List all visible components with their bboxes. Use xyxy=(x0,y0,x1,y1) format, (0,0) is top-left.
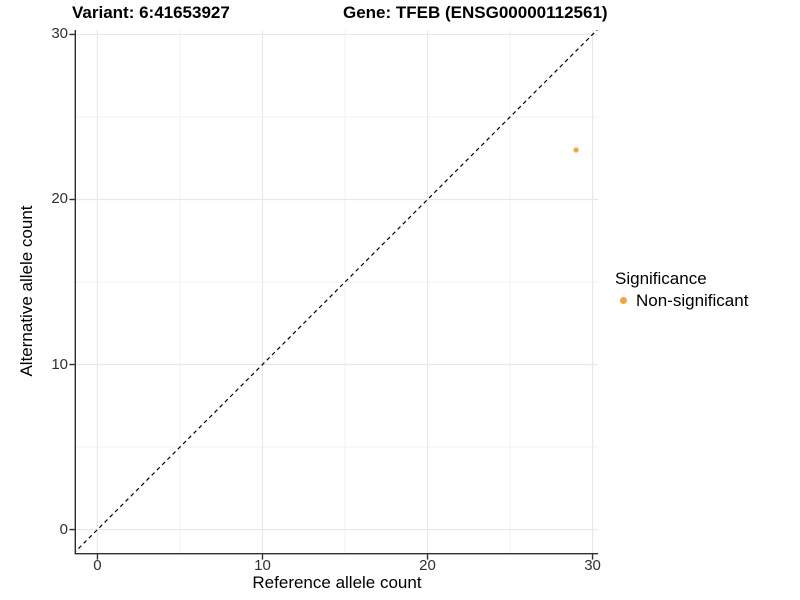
legend-key-dot-icon xyxy=(620,297,627,304)
identity-dashed-line xyxy=(76,30,598,552)
data-point xyxy=(573,147,579,153)
identity-line-group xyxy=(76,30,598,552)
y-tick-label: 10 xyxy=(51,355,68,373)
x-axis-title: Reference allele count xyxy=(252,573,422,592)
x-tick-label: 30 xyxy=(584,557,601,574)
gene-title: Gene: TFEB (ENSG00000112561) xyxy=(343,3,608,22)
x-tick-label: 20 xyxy=(419,557,436,574)
legend: Significance Non-significant xyxy=(615,269,785,311)
y-tick-label: 20 xyxy=(51,190,68,208)
y-axis-title: Alternative allele count xyxy=(17,205,36,377)
legend-item-label: Non-significant xyxy=(636,291,749,310)
variant-title: Variant: 6:41653927 xyxy=(72,3,230,22)
x-tick-label: 10 xyxy=(254,557,271,574)
y-tick-label: 0 xyxy=(59,520,68,538)
y-tick-label: 30 xyxy=(51,25,68,43)
legend-title: Significance xyxy=(615,269,707,288)
x-tick-label: 0 xyxy=(93,557,102,574)
